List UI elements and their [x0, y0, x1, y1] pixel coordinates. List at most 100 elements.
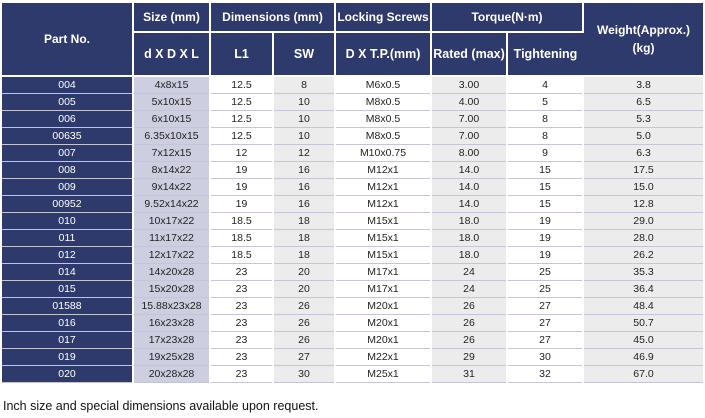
cell-tightening: 32 — [507, 365, 585, 383]
cell-screw: M15x1 — [335, 212, 432, 230]
table-header: Part No. Size (mm) Dimensions (mm) Locki… — [2, 3, 704, 77]
cell-tightening: 8 — [507, 127, 585, 145]
cell-weight: 5.3 — [583, 110, 704, 128]
cell-size: 19x25x28 — [133, 348, 211, 366]
table-row: 010 10x17x22 18.5 18 M15x1 18.0 19 29.0 — [2, 212, 704, 230]
header-dim-sw: SW — [273, 32, 336, 77]
cell-part-no: 007 — [2, 144, 134, 162]
cell-size: 20x28x28 — [133, 365, 211, 383]
cell-size: 9x14x22 — [133, 178, 211, 196]
cell-sw: 20 — [273, 263, 336, 281]
cell-screw: M12x1 — [335, 178, 432, 196]
cell-size: 12x17x22 — [133, 246, 211, 264]
cell-part-no: 014 — [2, 263, 134, 281]
cell-size: 8x14x22 — [133, 161, 211, 179]
table-row: 00635 6.35x10x15 12.5 10 M8x0.5 7.00 8 5.0 — [2, 127, 704, 145]
header-size-sub: d X D X L — [133, 32, 211, 77]
header-dim-l1: L1 — [210, 32, 274, 77]
cell-l1: 18.5 — [210, 246, 274, 264]
cell-screw: M10x0.75 — [335, 144, 432, 162]
cell-l1: 18.5 — [210, 212, 274, 230]
header-part-no: Part No. — [2, 3, 134, 77]
cell-part-no: 020 — [2, 365, 134, 383]
header-locking-screws: Locking Screws — [335, 3, 432, 33]
cell-sw: 16 — [273, 178, 336, 196]
cell-weight: 3.8 — [583, 76, 704, 94]
cell-tightening: 15 — [507, 195, 585, 213]
cell-size: 17x23x28 — [133, 331, 211, 349]
cell-screw: M20x1 — [335, 331, 432, 349]
cell-tightening: 19 — [507, 229, 585, 247]
cell-weight: 26.2 — [583, 246, 704, 264]
cell-rated: 18.0 — [431, 246, 508, 264]
cell-weight: 50.7 — [583, 314, 704, 332]
cell-l1: 23 — [210, 263, 274, 281]
cell-screw: M20x1 — [335, 297, 432, 315]
cell-weight: 46.9 — [583, 348, 704, 366]
cell-sw: 12 — [273, 144, 336, 162]
table-row: 009 9x14x22 19 16 M12x1 14.0 15 15.0 — [2, 178, 704, 196]
cell-weight: 35.3 — [583, 263, 704, 281]
cell-tightening: 9 — [507, 144, 585, 162]
cell-tightening: 15 — [507, 178, 585, 196]
cell-size: 9.52x14x22 — [133, 195, 211, 213]
cell-size: 6.35x10x15 — [133, 127, 211, 145]
cell-sw: 26 — [273, 314, 336, 332]
cell-part-no: 01588 — [2, 297, 134, 315]
header-size: Size (mm) — [133, 3, 211, 33]
cell-sw: 18 — [273, 246, 336, 264]
cell-tightening: 27 — [507, 297, 585, 315]
cell-tightening: 25 — [507, 280, 585, 298]
table-row: 006 6x10x15 12.5 10 M8x0.5 7.00 8 5.3 — [2, 110, 704, 128]
header-torque: Torque(N·m) — [431, 3, 585, 33]
cell-rated: 24 — [431, 263, 508, 281]
cell-rated: 14.0 — [431, 195, 508, 213]
table-row: 005 5x10x15 12.5 10 M8x0.5 4.00 5 6.5 — [2, 93, 704, 111]
cell-sw: 20 — [273, 280, 336, 298]
cell-rated: 3.00 — [431, 76, 508, 94]
cell-weight: 48.4 — [583, 297, 704, 315]
cell-l1: 12 — [210, 144, 274, 162]
cell-weight: 15.0 — [583, 178, 704, 196]
cell-screw: M12x1 — [335, 195, 432, 213]
cell-l1: 23 — [210, 348, 274, 366]
cell-part-no: 009 — [2, 178, 134, 196]
cell-screw: M15x1 — [335, 229, 432, 247]
cell-sw: 16 — [273, 161, 336, 179]
cell-size: 7x12x15 — [133, 144, 211, 162]
cell-part-no: 011 — [2, 229, 134, 247]
specification-table: Part No. Size (mm) Dimensions (mm) Locki… — [2, 3, 704, 383]
table-row: 007 7x12x15 12 12 M10x0.75 8.00 9 6.3 — [2, 144, 704, 162]
cell-weight: 28.0 — [583, 229, 704, 247]
cell-screw: M20x1 — [335, 314, 432, 332]
cell-part-no: 019 — [2, 348, 134, 366]
header-dimensions: Dimensions (mm) — [210, 3, 336, 33]
cell-l1: 12.5 — [210, 110, 274, 128]
cell-l1: 23 — [210, 365, 274, 383]
cell-part-no: 016 — [2, 314, 134, 332]
cell-part-no: 017 — [2, 331, 134, 349]
cell-tightening: 19 — [507, 246, 585, 264]
cell-rated: 14.0 — [431, 178, 508, 196]
cell-size: 15x20x28 — [133, 280, 211, 298]
cell-l1: 19 — [210, 161, 274, 179]
cell-l1: 23 — [210, 280, 274, 298]
cell-screw: M15x1 — [335, 246, 432, 264]
cell-size: 6x10x15 — [133, 110, 211, 128]
cell-part-no: 00635 — [2, 127, 134, 145]
cell-tightening: 30 — [507, 348, 585, 366]
cell-tightening: 8 — [507, 110, 585, 128]
cell-rated: 18.0 — [431, 212, 508, 230]
table-row: 017 17x23x28 23 26 M20x1 26 27 45.0 — [2, 331, 704, 349]
cell-rated: 24 — [431, 280, 508, 298]
cell-part-no: 012 — [2, 246, 134, 264]
cell-tightening: 27 — [507, 314, 585, 332]
cell-tightening: 27 — [507, 331, 585, 349]
header-torque-rated: Rated (max) — [431, 32, 508, 77]
cell-part-no: 010 — [2, 212, 134, 230]
cell-l1: 19 — [210, 195, 274, 213]
cell-screw: M8x0.5 — [335, 93, 432, 111]
cell-tightening: 19 — [507, 212, 585, 230]
cell-size: 11x17x22 — [133, 229, 211, 247]
cell-l1: 19 — [210, 178, 274, 196]
